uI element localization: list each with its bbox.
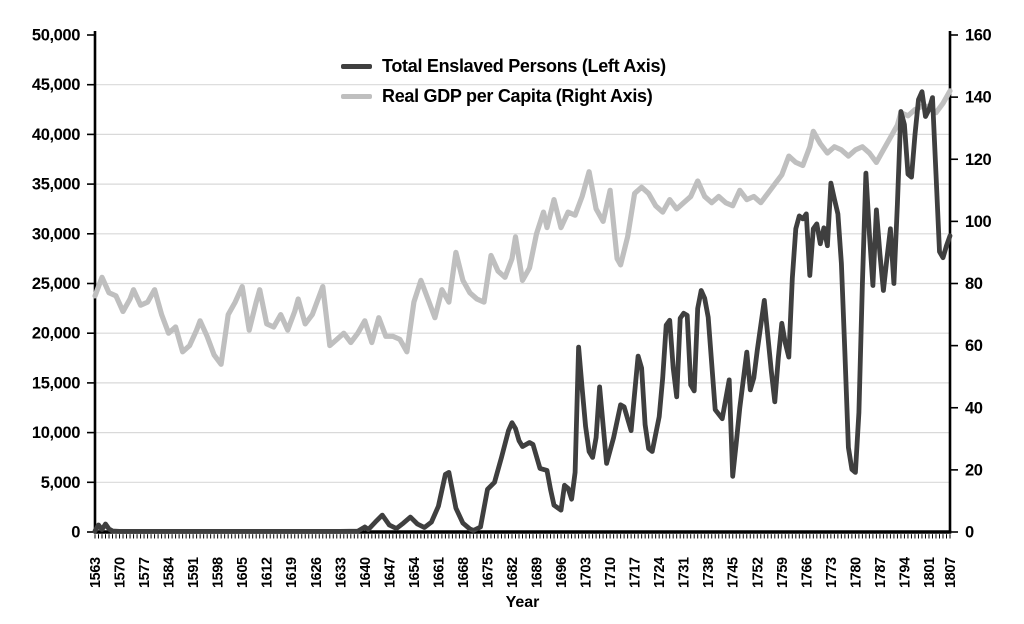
svg-text:60: 60 [965,337,983,355]
svg-text:20,000: 20,000 [32,325,80,343]
svg-text:1619: 1619 [284,557,300,588]
svg-text:25,000: 25,000 [32,275,80,293]
svg-text:1752: 1752 [750,557,766,588]
svg-text:1703: 1703 [579,557,595,588]
svg-text:1780: 1780 [848,557,864,588]
svg-text:40: 40 [965,399,983,417]
svg-text:30,000: 30,000 [32,225,80,243]
svg-text:1731: 1731 [677,557,693,588]
svg-text:50,000: 50,000 [32,27,80,45]
svg-text:0: 0 [71,524,80,542]
svg-text:1787: 1787 [873,557,889,588]
svg-text:1584: 1584 [162,557,178,588]
svg-text:160: 160 [965,27,992,45]
dark-line-swatch-icon [341,64,372,69]
svg-text:1570: 1570 [113,557,129,588]
svg-text:1647: 1647 [382,557,398,588]
svg-text:1675: 1675 [480,557,496,588]
legend-item-gdp: Real GDP per Capita (Right Axis) [341,86,666,107]
svg-text:1773: 1773 [824,557,840,588]
svg-text:15,000: 15,000 [32,374,80,392]
svg-text:10,000: 10,000 [32,424,80,442]
light-line-swatch-icon [341,94,372,99]
svg-text:1745: 1745 [726,557,742,588]
svg-text:1689: 1689 [530,557,546,588]
svg-text:45,000: 45,000 [32,76,80,94]
svg-text:1640: 1640 [358,557,374,588]
svg-text:1661: 1661 [431,557,447,588]
svg-text:120: 120 [965,151,992,169]
chart-legend: Total Enslaved Persons (Left Axis) Real … [341,56,666,107]
svg-text:1717: 1717 [628,557,644,588]
svg-text:1724: 1724 [652,557,668,588]
legend-label-enslaved: Total Enslaved Persons (Left Axis) [382,56,666,76]
svg-text:140: 140 [965,89,992,107]
legend-label-gdp: Real GDP per Capita (Right Axis) [382,86,653,106]
legend-item-enslaved: Total Enslaved Persons (Left Axis) [341,56,666,77]
svg-text:1563: 1563 [88,557,104,588]
svg-text:1801: 1801 [922,557,938,588]
svg-text:1807: 1807 [943,557,959,588]
svg-text:1696: 1696 [554,557,570,588]
svg-text:35,000: 35,000 [32,176,80,194]
svg-text:1633: 1633 [333,557,349,588]
svg-text:1612: 1612 [260,557,276,588]
x-axis-title: Year [505,594,540,611]
svg-text:0: 0 [965,524,974,542]
svg-text:1654: 1654 [407,557,423,588]
svg-text:5,000: 5,000 [41,474,81,492]
svg-text:1682: 1682 [505,557,521,588]
svg-text:100: 100 [965,213,992,231]
svg-text:1577: 1577 [137,557,153,588]
svg-text:40,000: 40,000 [32,126,80,144]
svg-text:1710: 1710 [603,557,619,588]
svg-text:1668: 1668 [456,557,472,588]
svg-text:1605: 1605 [235,557,251,588]
svg-text:1591: 1591 [186,557,202,588]
svg-text:20: 20 [965,461,983,479]
svg-text:1626: 1626 [309,557,325,588]
svg-text:80: 80 [965,275,983,293]
svg-text:1738: 1738 [701,557,717,588]
svg-text:1598: 1598 [211,557,227,588]
svg-text:1759: 1759 [775,557,791,588]
svg-text:1794: 1794 [897,557,913,588]
svg-text:1766: 1766 [799,557,815,588]
